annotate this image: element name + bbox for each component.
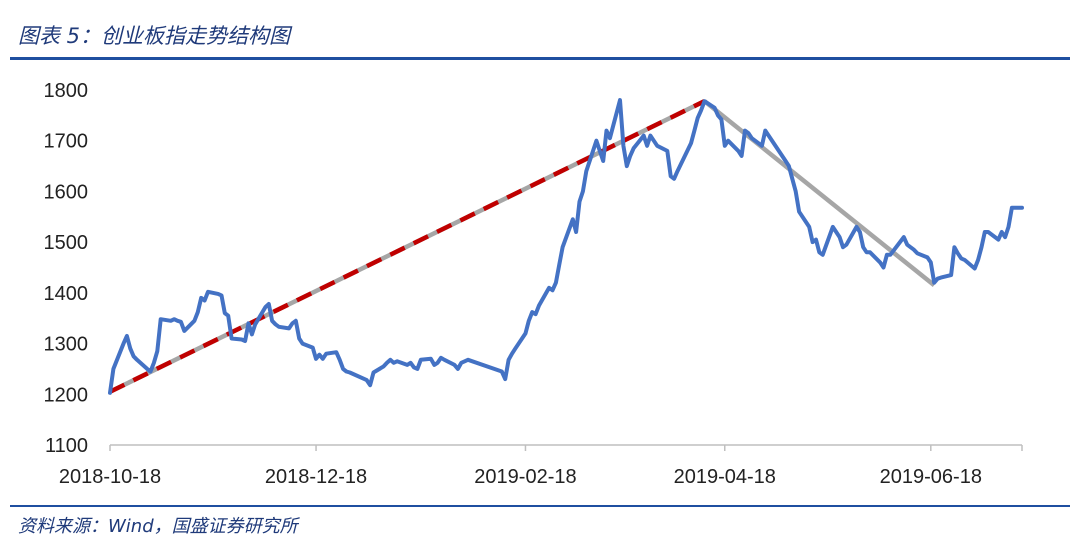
chart-title: 图表 5：创业板指走势结构图	[18, 24, 291, 48]
trendline-down	[703, 99, 936, 288]
x-tick-label: 2019-02-18	[474, 466, 576, 488]
y-tick-label: 1800	[44, 80, 89, 102]
y-tick-label: 1400	[44, 283, 89, 305]
y-tick-label: 1300	[44, 334, 89, 356]
x-tick-label: 2018-12-18	[265, 466, 367, 488]
y-tick-label: 1100	[45, 435, 88, 457]
y-axis: 1100 1200 1300 1400 1500 1600 1700 1800	[44, 80, 89, 457]
trendlines	[109, 99, 936, 394]
y-tick-label: 1700	[44, 131, 89, 153]
x-axis: 2018-10-18 2018-12-18 2019-02-18 2019-04-18…	[59, 444, 1023, 488]
x-tick-label: 2018-10-18	[59, 466, 161, 488]
y-tick-label: 1600	[44, 181, 89, 203]
series-line	[108, 98, 1024, 395]
top-rule	[10, 57, 1070, 60]
x-tick-label: 2019-06-18	[880, 466, 982, 488]
source-note: 资料来源：Wind，国盛证券研究所	[18, 516, 298, 537]
series-group	[108, 98, 1024, 395]
bottom-rule	[10, 505, 1070, 507]
x-tick-label: 2019-04-18	[674, 466, 776, 488]
y-tick-label: 1200	[44, 384, 89, 406]
y-tick-label: 1500	[44, 232, 89, 254]
